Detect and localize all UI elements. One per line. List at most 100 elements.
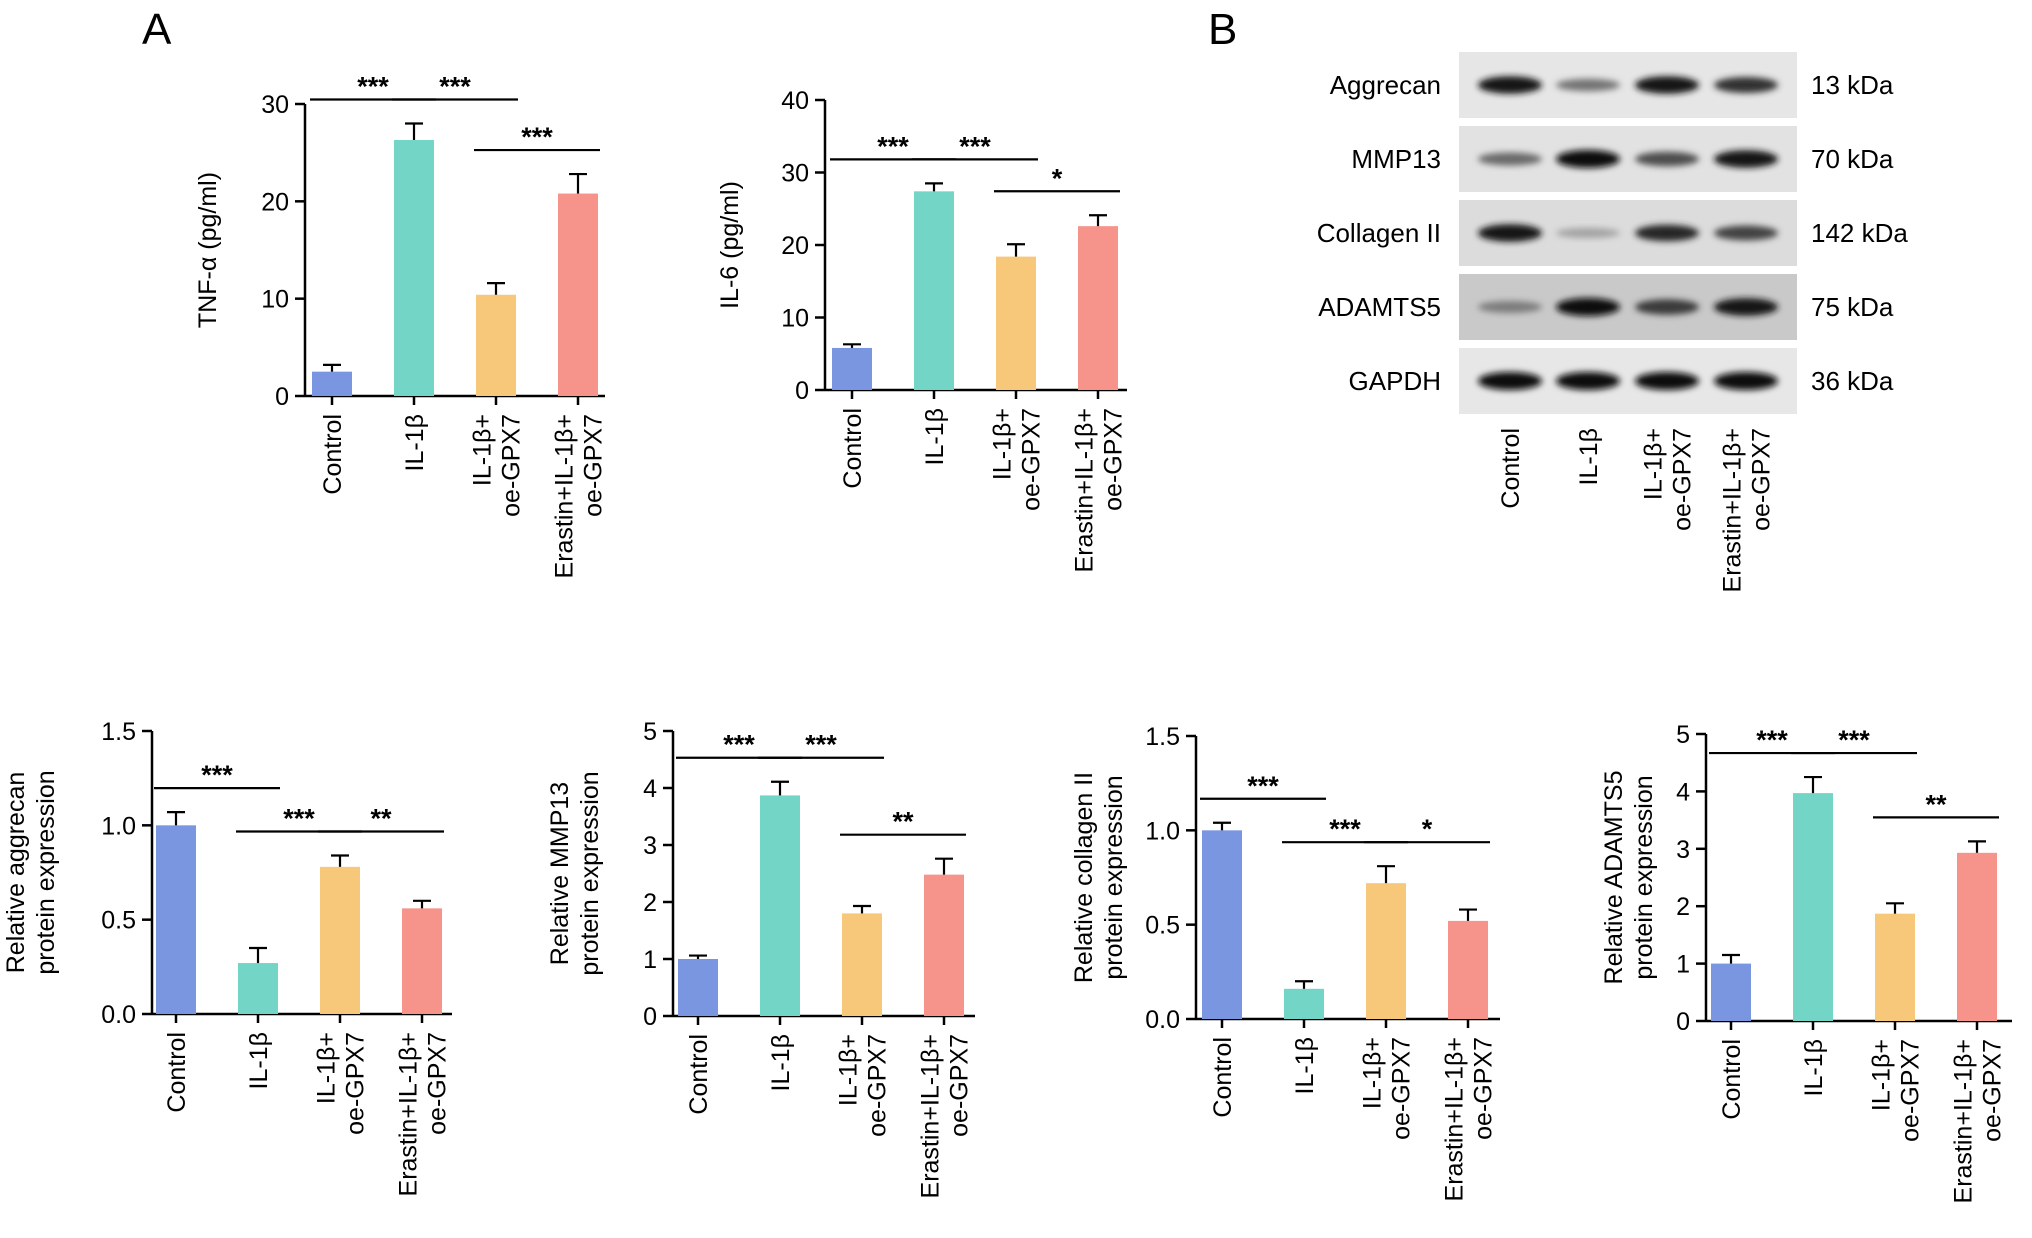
x-tick-label: IL-1β <box>401 414 429 471</box>
significance-label: *** <box>877 131 909 161</box>
significance-label: ** <box>370 804 392 834</box>
bar <box>394 140 434 396</box>
y-axis-label: IL-6 (pg/ml) <box>716 181 744 309</box>
band-size-label: 70 kDa <box>1811 144 1894 174</box>
significance-label: *** <box>1329 814 1361 844</box>
significance-label: *** <box>1838 725 1870 755</box>
bar <box>238 963 278 1014</box>
band-size-label: 13 kDa <box>1811 70 1894 100</box>
protein-band <box>1635 151 1699 167</box>
x-tick-label: oe-GPX7 <box>342 1032 370 1135</box>
y-tick-label: 0 <box>275 383 289 411</box>
bar <box>914 191 954 390</box>
band-label: MMP13 <box>1351 144 1441 174</box>
bar <box>558 193 598 396</box>
lane-label: IL-1β <box>1575 428 1603 485</box>
band-label: Aggrecan <box>1330 70 1441 100</box>
y-tick-label: 0 <box>643 1003 657 1031</box>
y-tick-label: 0.0 <box>101 1001 136 1029</box>
protein-band <box>1556 298 1620 316</box>
bar <box>1875 913 1915 1021</box>
protein-band <box>1635 299 1699 315</box>
protein-band <box>1556 228 1620 238</box>
protein-band <box>1714 150 1778 168</box>
x-tick-label: Control <box>1718 1039 1746 1120</box>
y-tick-label: 0 <box>795 377 809 405</box>
chart-3: 0.0 0.5 1.0 1.5 Relative aggrecan protein exp… <box>2 718 452 1196</box>
chart-4: 0 1 2 3 4 5 Relative MMP13 protein expression Co… <box>546 718 975 1198</box>
x-tick-label: IL-1β+ <box>1868 1039 1896 1111</box>
bar <box>476 294 516 396</box>
x-tick-label: Control <box>1209 1037 1237 1118</box>
y-tick-label: 0 <box>1676 1008 1690 1036</box>
y-tick-label: 1.5 <box>101 718 136 746</box>
x-tick-label: Erastin+IL-1β+ <box>917 1034 945 1198</box>
x-tick-label: oe-GPX7 <box>1388 1037 1416 1140</box>
bar <box>156 825 196 1014</box>
y-tick-label: 30 <box>781 160 809 188</box>
y-axis-label: Relative ADAMTS5 <box>1600 771 1628 985</box>
bar <box>678 959 718 1016</box>
significance-label: ** <box>892 807 914 837</box>
y-tick-label: 20 <box>261 188 289 216</box>
bar <box>1366 883 1406 1019</box>
bar <box>1202 830 1242 1019</box>
x-tick-label: IL-1β+ <box>989 408 1017 480</box>
x-tick-label: IL-1β+ <box>313 1032 341 1104</box>
y-tick-label: 0.0 <box>1145 1006 1180 1034</box>
bar <box>320 866 360 1014</box>
bar <box>842 913 882 1016</box>
y-tick-label: 1 <box>1676 951 1690 979</box>
y-tick-label: 3 <box>1676 836 1690 864</box>
protein-band <box>1714 372 1778 390</box>
x-tick-label: oe-GPX7 <box>864 1034 892 1137</box>
x-tick-label: Control <box>685 1034 713 1115</box>
protein-band <box>1635 76 1699 94</box>
band-size-label: 75 kDa <box>1811 292 1894 322</box>
western-blot: Aggrecan 13 kDa MMP13 70 kDa Collagen II 142 … <box>1317 52 1908 592</box>
bar <box>760 795 800 1016</box>
x-tick-label: Erastin+IL-1β+ <box>551 414 579 578</box>
y-tick-label: 5 <box>1676 721 1690 749</box>
y-tick-label: 1 <box>643 946 657 974</box>
x-tick-label: oe-GPX7 <box>946 1034 974 1137</box>
y-tick-label: 1.5 <box>1145 723 1180 751</box>
protein-band <box>1478 372 1542 390</box>
y-axis-label: TNF-α (pg/ml) <box>194 172 222 328</box>
bar <box>1284 988 1324 1019</box>
bar <box>996 256 1036 390</box>
y-tick-label: 20 <box>781 232 809 260</box>
y-axis-label: protein expression <box>1100 775 1128 979</box>
y-tick-label: 30 <box>261 91 289 119</box>
x-tick-label: Erastin+IL-1β+ <box>1071 408 1099 572</box>
y-tick-label: 10 <box>261 286 289 314</box>
lane-label: oe-GPX7 <box>1748 428 1776 531</box>
x-tick-label: IL-1β <box>767 1034 795 1091</box>
protein-band <box>1478 152 1542 166</box>
significance-label: *** <box>723 730 755 760</box>
x-tick-label: Control <box>319 414 347 495</box>
lane-label: Erastin+IL-1β+ <box>1719 428 1747 592</box>
bar <box>1448 920 1488 1019</box>
significance-label: *** <box>1247 771 1279 801</box>
significance-label: *** <box>959 131 991 161</box>
y-tick-label: 0.5 <box>1145 912 1180 940</box>
x-tick-label: oe-GPX7 <box>498 414 526 517</box>
protein-band <box>1556 78 1620 92</box>
y-tick-label: 3 <box>643 832 657 860</box>
x-tick-label: IL-1β <box>1800 1039 1828 1096</box>
x-tick-label: IL-1β+ <box>835 1034 863 1106</box>
y-tick-label: 4 <box>1676 778 1690 806</box>
band-size-label: 36 kDa <box>1811 366 1894 396</box>
protein-band <box>1635 372 1699 390</box>
protein-band <box>1478 76 1542 94</box>
protein-band <box>1478 224 1542 242</box>
protein-band <box>1556 150 1620 168</box>
significance-label: * <box>1422 814 1433 844</box>
panel-label-b: B <box>1208 5 1238 54</box>
bar <box>1078 226 1118 390</box>
significance-label: *** <box>357 71 389 101</box>
y-tick-label: 10 <box>781 305 809 333</box>
